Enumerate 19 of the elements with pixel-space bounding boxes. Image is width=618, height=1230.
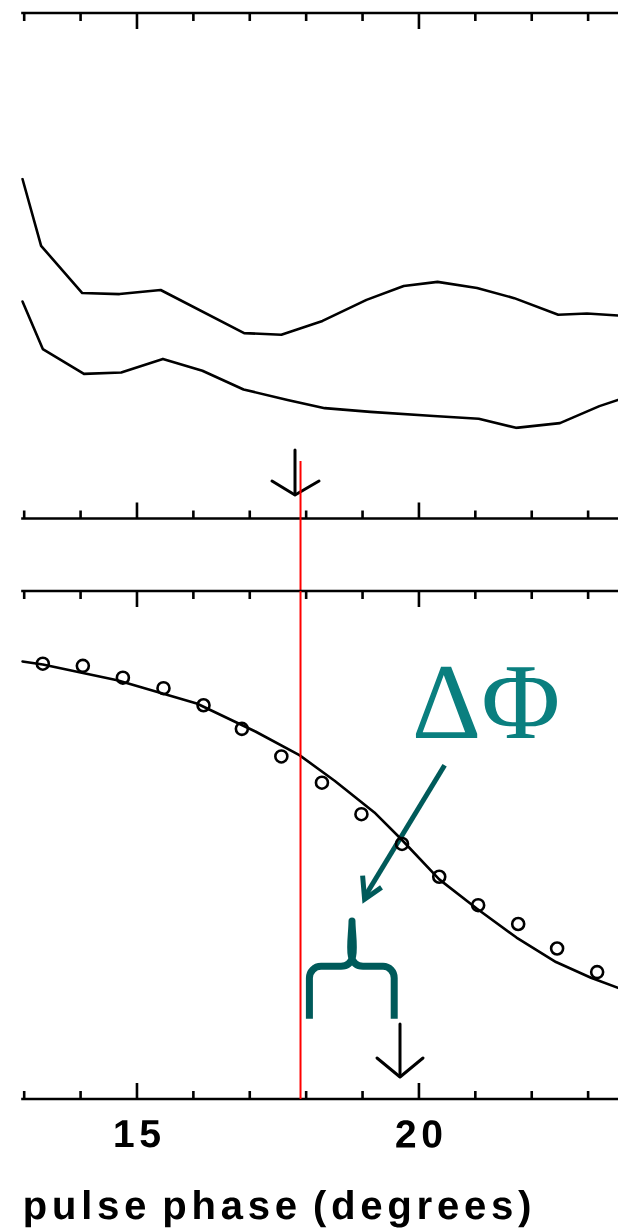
point (510, 916, 526, 932)
point (354, 806, 369, 822)
point (394, 836, 410, 852)
point (196, 697, 211, 713)
point (589, 964, 605, 980)
point (470, 897, 486, 913)
point (431, 869, 447, 885)
point (75, 658, 91, 674)
x-tick-label: 15 (115, 1120, 160, 1148)
point (156, 680, 171, 696)
point (234, 721, 250, 737)
point (115, 670, 131, 685)
point (274, 749, 289, 764)
annotation: ΔΦ (415, 666, 557, 738)
x-axis-title: pulse phase (degrees) (25, 1190, 530, 1228)
point (35, 656, 51, 671)
point (314, 775, 330, 790)
point (549, 941, 565, 956)
x-tick-label: 20 (396, 1120, 442, 1148)
